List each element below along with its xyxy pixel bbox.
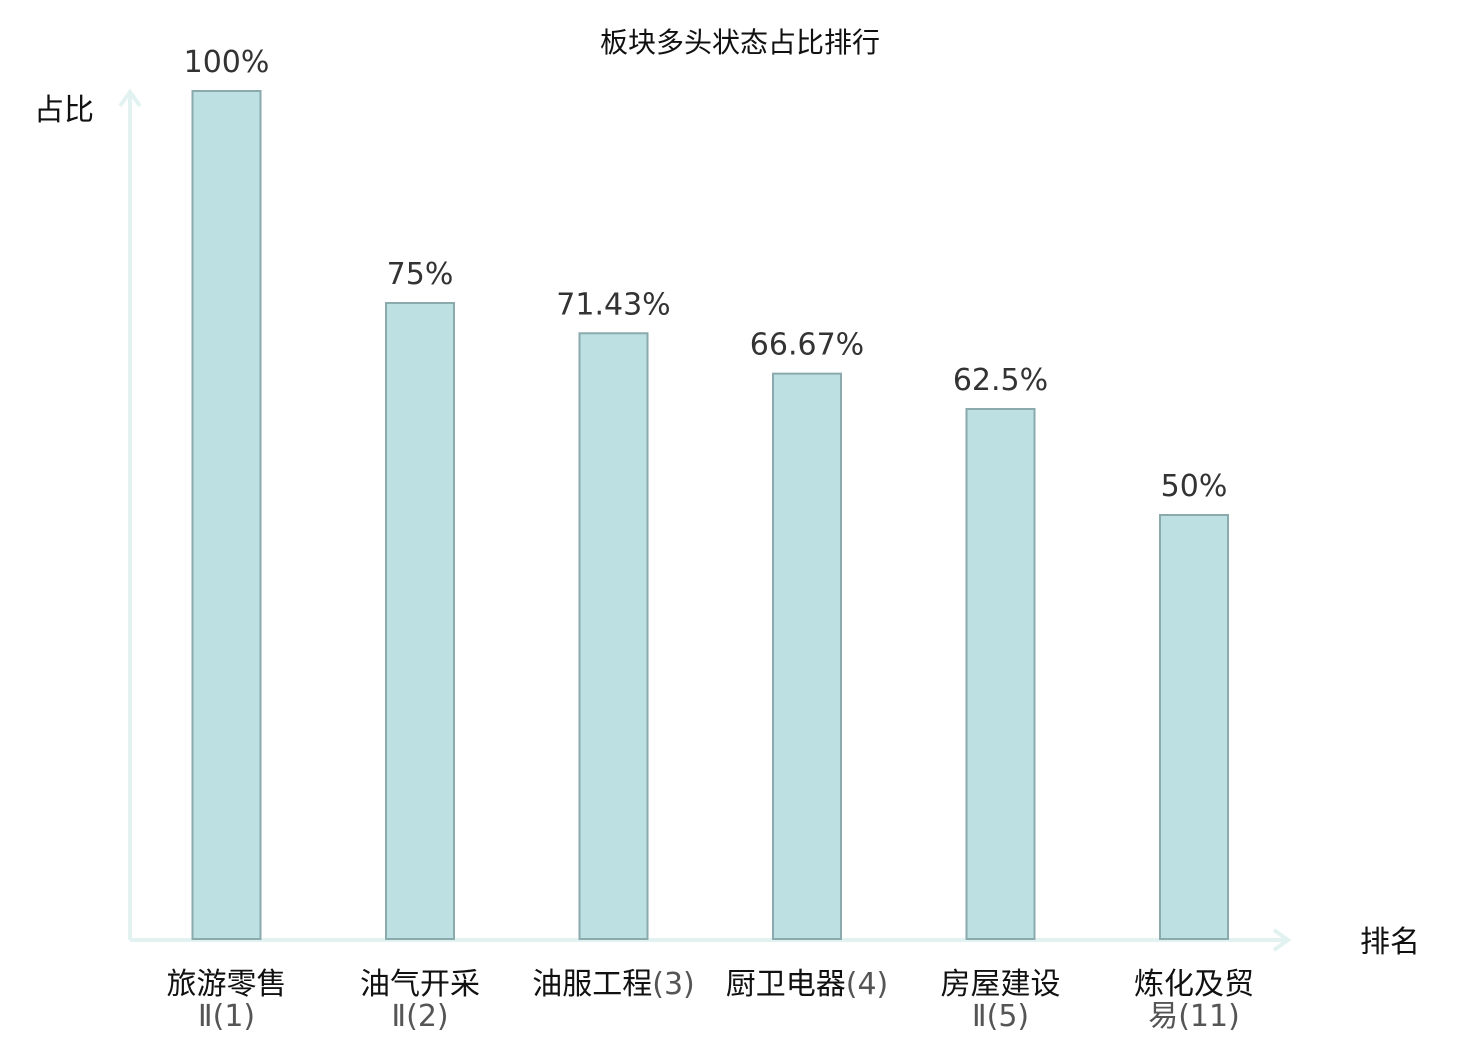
bars-group [191, 90, 1229, 940]
tick-label-rank-4: (4) [846, 967, 889, 1002]
bar-4 [772, 372, 842, 940]
tick-label-4: 厨卫电器(4) [726, 967, 889, 1002]
value-label-6: 50% [1161, 469, 1228, 504]
value-label-4: 66.67% [750, 328, 864, 363]
value-label-1: 100% [184, 45, 270, 80]
bar-6 [1159, 514, 1229, 940]
tick-label-name-2: 油气开采 [360, 967, 480, 1002]
bar-2 [385, 302, 455, 940]
tick-label-rank-3: (3) [652, 967, 695, 1002]
tick-label-rank-1: Ⅱ(1) [198, 999, 255, 1034]
tick-label-3: 油服工程(3) [532, 967, 695, 1002]
value-label-5: 62.5% [953, 363, 1048, 398]
value-label-2: 75% [387, 257, 454, 292]
tick-label-name-1: 旅游零售 [167, 967, 287, 1002]
tick-label-rank-5: Ⅱ(5) [972, 999, 1029, 1034]
tick-label-rank-2: Ⅱ(2) [391, 999, 448, 1034]
value-label-3: 71.43% [556, 287, 670, 322]
x-axis-label: 排名 [1360, 925, 1420, 960]
bar-1 [191, 90, 262, 940]
tick-label-name-3: 油服工程 [532, 967, 652, 1002]
y-axis-label: 占比 [34, 93, 94, 128]
x-axis-arrow-icon [1272, 928, 1292, 952]
tick-label-name-4: 厨卫电器 [726, 967, 846, 1002]
axes [118, 88, 1292, 952]
tick-label-name-6: 炼化及贸 [1134, 967, 1254, 1002]
bar-3 [578, 332, 649, 940]
tick-label-name-5: 房屋建设 [941, 967, 1061, 1002]
tick-label-rank-6: 易(11) [1148, 999, 1240, 1034]
bar-5 [965, 408, 1036, 940]
y-axis-arrow-icon [118, 88, 142, 108]
chart-title: 板块多头状态占比排行 [600, 26, 880, 59]
